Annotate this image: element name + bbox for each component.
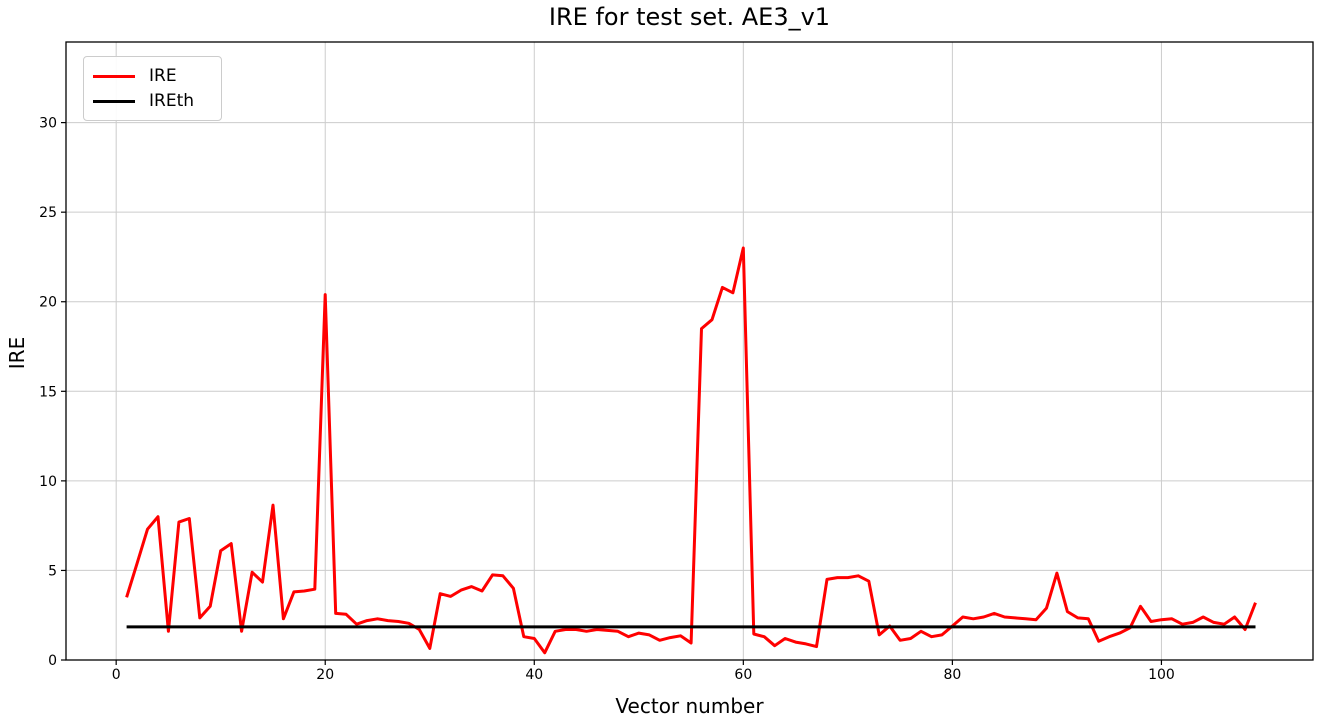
axes-spines (65, 41, 1314, 661)
legend: IRE IREth (83, 56, 222, 121)
legend-label-ire: IRE (149, 65, 177, 86)
y-tick-label: 20 (39, 295, 57, 311)
x-axis-label: Vector number (615, 694, 764, 718)
plot-background (66, 42, 1313, 660)
y-tick-label: 0 (48, 653, 57, 669)
y-tick-label: 5 (48, 563, 57, 579)
legend-label-ireth: IREth (149, 90, 195, 111)
y-tick-label: 30 (39, 116, 57, 132)
legend-entry-ireth: IREth (93, 89, 211, 113)
y-tick-label: 25 (39, 205, 57, 221)
chart-title: IRE for test set. AE3_v1 (548, 3, 831, 31)
x-tick-label: 60 (734, 667, 752, 683)
legend-entry-ire: IRE (93, 64, 211, 88)
series-line-ire (125, 246, 1257, 655)
x-tick-label: 20 (316, 667, 334, 683)
legend-line-swatch-0 (93, 74, 135, 78)
legend-line-swatch-1 (93, 99, 135, 103)
y-tick-label: 15 (39, 384, 57, 400)
x-tick-label: 0 (112, 667, 121, 683)
x-tick-label: 40 (525, 667, 543, 683)
y-tick-label: 10 (39, 474, 57, 490)
y-axis-label: IRE (5, 336, 29, 370)
x-tick-label: 80 (943, 667, 961, 683)
x-tick-label: 100 (1148, 667, 1175, 683)
